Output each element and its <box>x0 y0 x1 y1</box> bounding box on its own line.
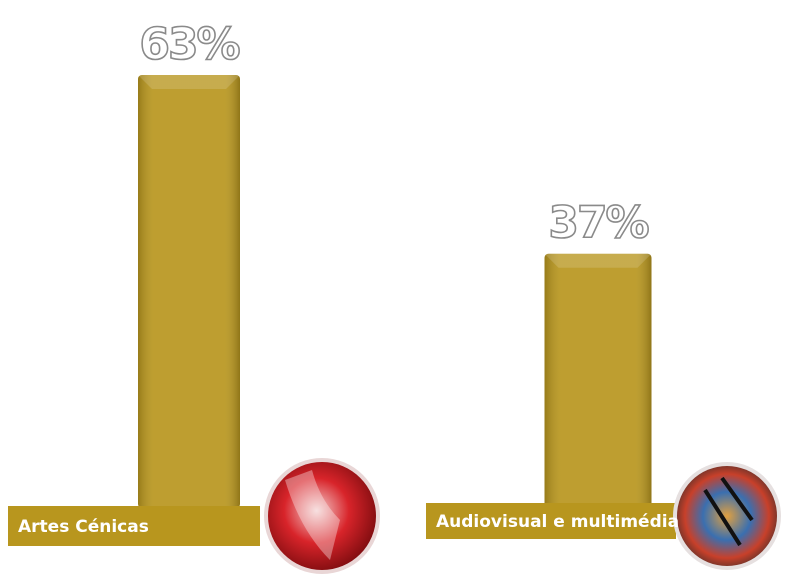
bar-shade <box>138 75 240 508</box>
bar-bevel <box>544 253 652 268</box>
bar-bevel <box>138 75 240 89</box>
value-label: 37% <box>548 198 648 249</box>
category-label: Audiovisual e multimédia <box>436 512 679 532</box>
value-label: 63% <box>139 19 239 70</box>
category-label: Artes Cénicas <box>18 517 149 537</box>
icon-palette <box>673 462 781 570</box>
category-box <box>8 506 260 546</box>
bar-shade <box>544 253 652 508</box>
icon-curtain <box>264 458 380 574</box>
category-box <box>426 503 676 539</box>
